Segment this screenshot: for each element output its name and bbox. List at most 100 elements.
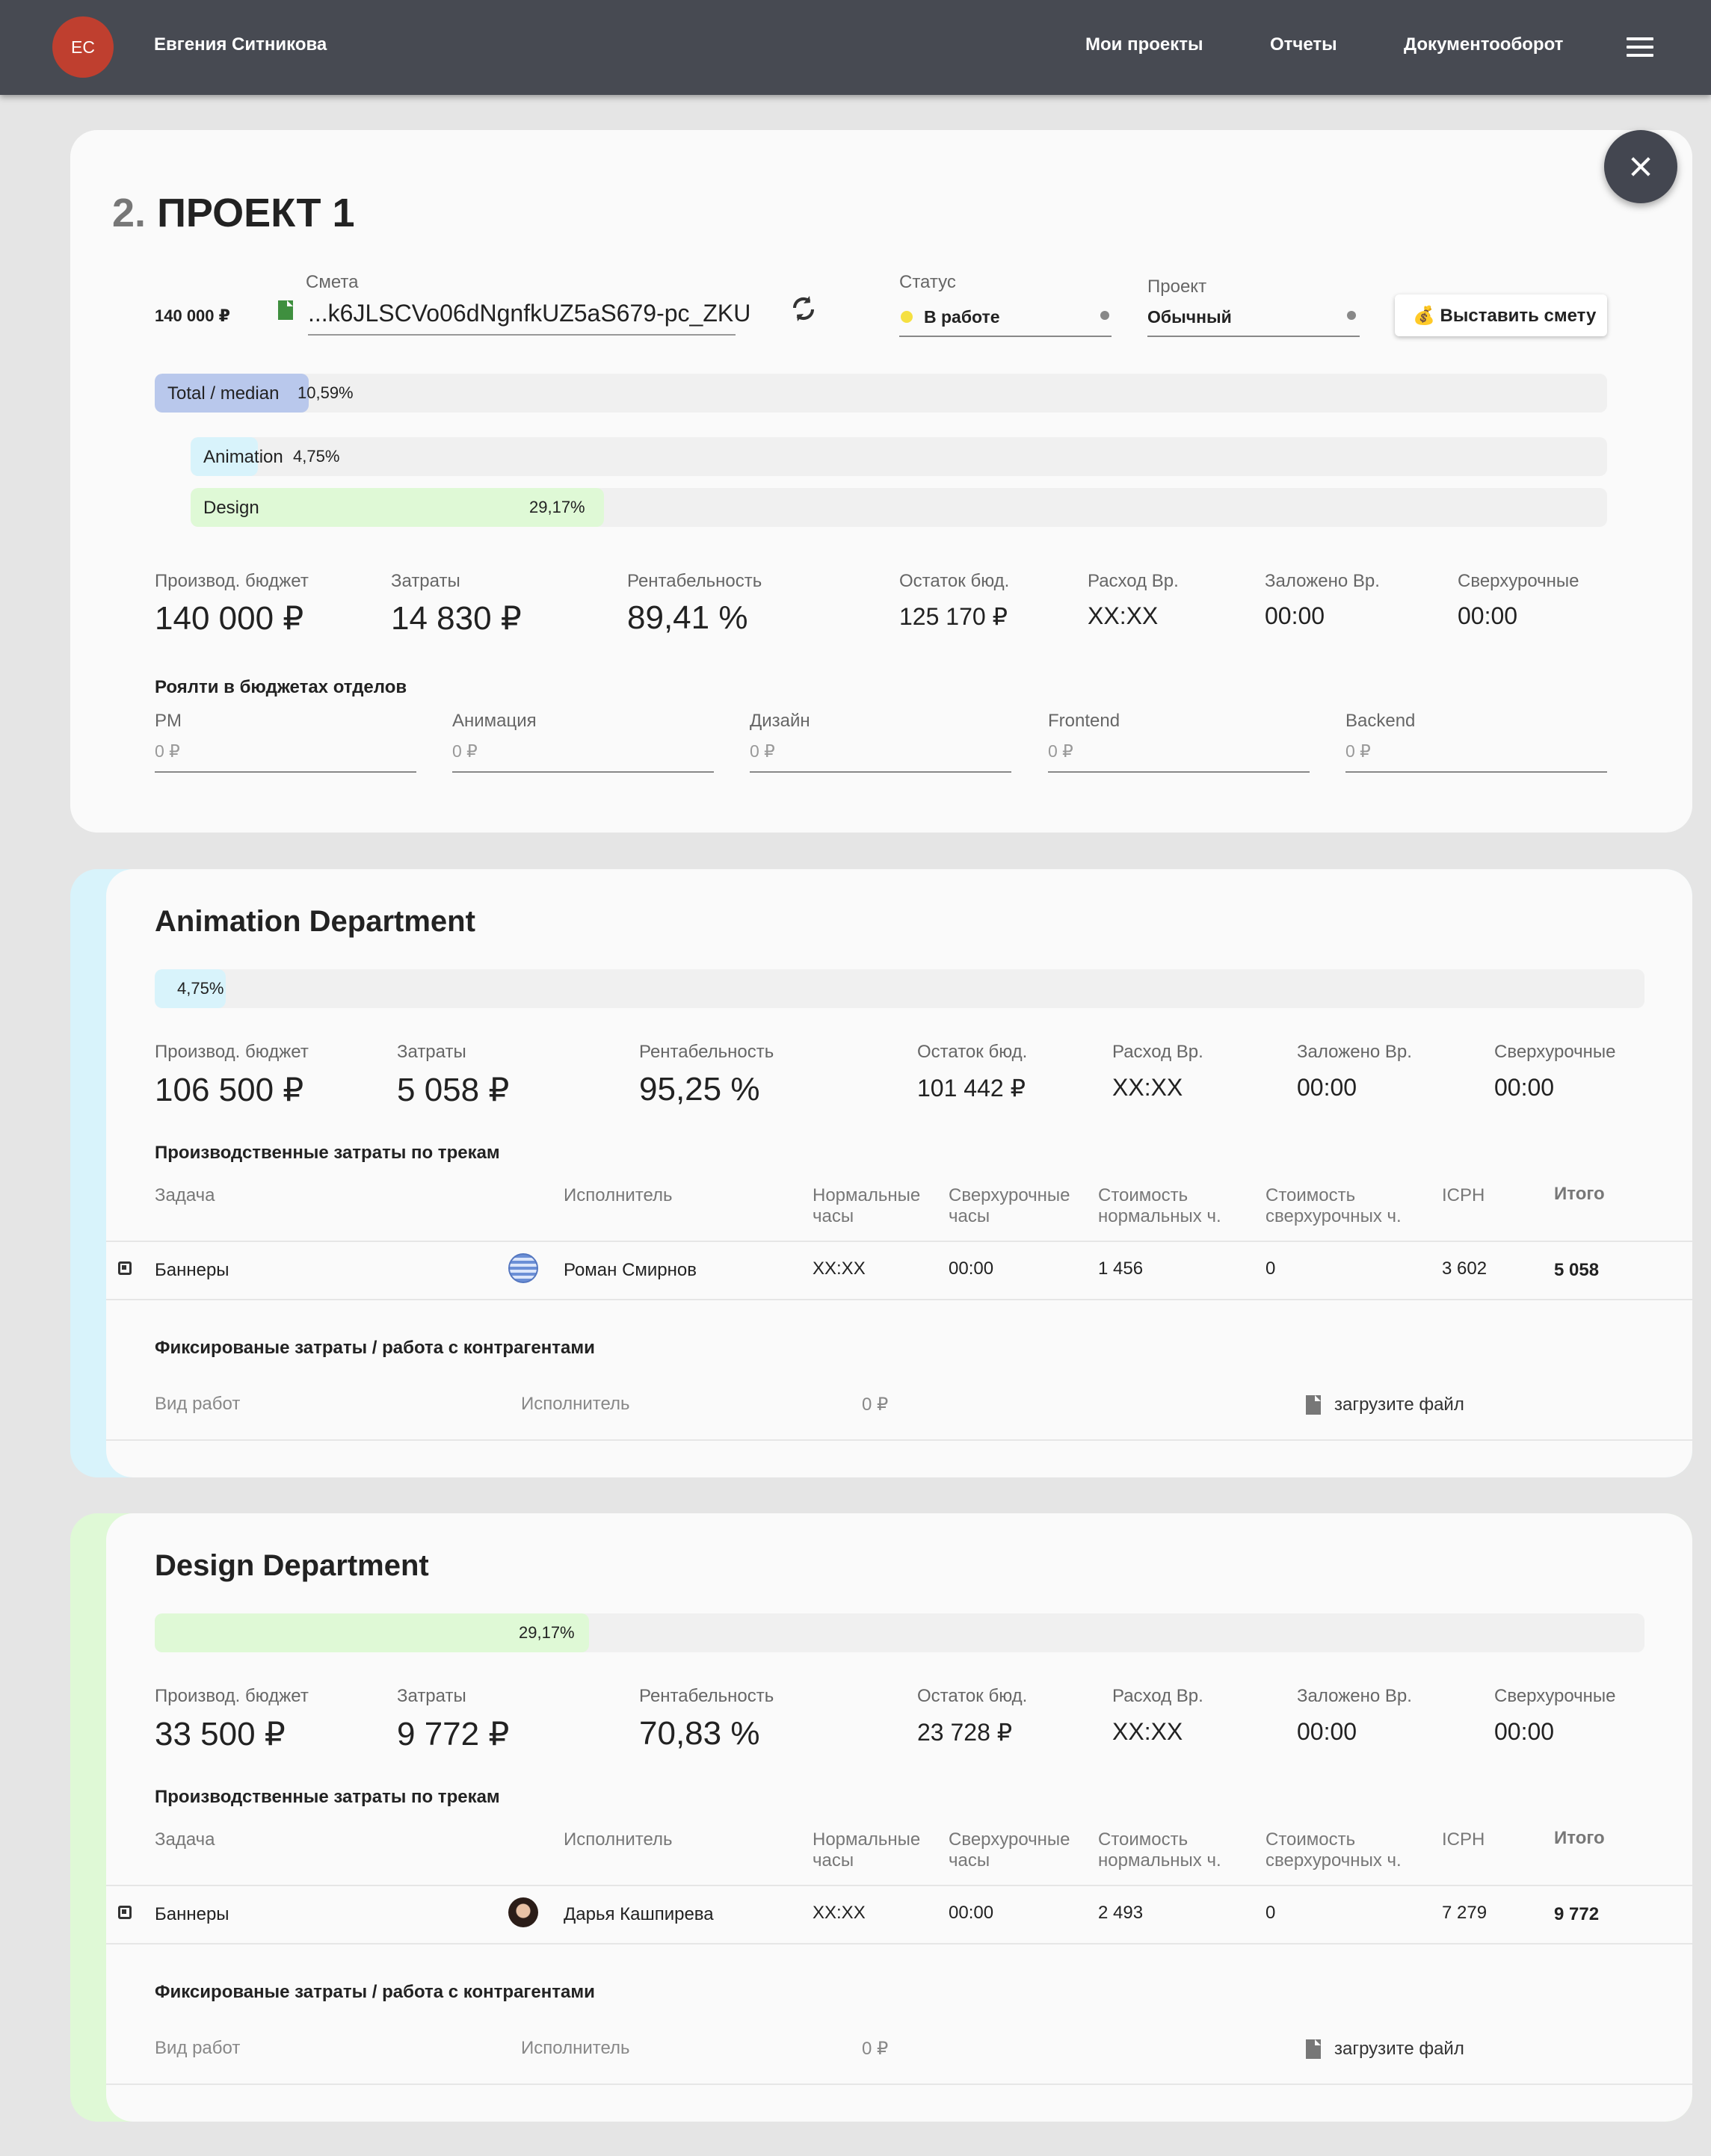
stat-value-profitability: 95,25 %: [639, 1071, 760, 1108]
stat-value-remaining: 125 170 ₽: [899, 603, 1008, 630]
row-total: 5 058: [1554, 1260, 1600, 1280]
total-progress-value: 10,59%: [298, 383, 354, 402]
header-normal-cost-line1: Стоимость: [1098, 1185, 1189, 1205]
fixed-work-type[interactable]: Вид работ: [155, 1394, 241, 1414]
stat-value-overtime: 00:00: [1494, 1718, 1555, 1745]
table-row-divider: [106, 1943, 1692, 1945]
fixed-performer[interactable]: Исполнитель: [521, 2038, 630, 2058]
stat-label-costs: Затраты: [397, 1042, 466, 1062]
stat-label-time-spent: Расход Вр.: [1112, 1042, 1203, 1062]
royalty-input-design[interactable]: 0 ₽: [750, 741, 775, 761]
header-icph: ICPH: [1442, 1185, 1485, 1205]
status-dropdown-icon[interactable]: [1100, 311, 1109, 320]
stat-label-time-planned: Заложено Вр.: [1297, 1686, 1412, 1706]
royalty-input-pm[interactable]: 0 ₽: [155, 741, 180, 761]
header-normal-hours: Нормальные часы: [813, 1185, 920, 1227]
department-progress-fill: [155, 969, 226, 1008]
header-normal-cost: Стоимость нормальных ч.: [1098, 1185, 1221, 1227]
upload-file-link[interactable]: загрузите файл: [1334, 1394, 1464, 1415]
stat-value-budget: 106 500 ₽: [155, 1072, 304, 1108]
design-department-card: Design Department 29,17% Производ. бюдже…: [70, 1513, 1692, 2122]
header-overtime-hours: Сверхурочные часы: [949, 1185, 1070, 1227]
refresh-icon[interactable]: [789, 291, 818, 326]
stat-label-remaining: Остаток бюд.: [899, 571, 1010, 591]
stat-label-time-planned: Заложено Вр.: [1297, 1042, 1412, 1062]
estimate-link[interactable]: ...k6JLSCVo06dNgnfkUZ5aS679-pc_ZKU: [308, 300, 751, 327]
user-name[interactable]: Евгения Ситникова: [154, 34, 327, 55]
royalty-input-animation[interactable]: 0 ₽: [452, 741, 478, 761]
project-type-value[interactable]: Обычный: [1147, 307, 1232, 327]
stat-value-profitability: 89,41 %: [627, 599, 748, 636]
royalty-input-frontend[interactable]: 0 ₽: [1048, 741, 1073, 761]
department-title: Design Department: [155, 1549, 429, 1582]
header-overtime-cost-line1: Стоимость: [1265, 1829, 1356, 1850]
project-card: 2. ПРОЕКТ 1 140 000 ₽ Смета ...k6JLSCVo0…: [70, 130, 1692, 833]
header-performer: Исполнитель: [564, 1829, 673, 1850]
row-overtime-cost: 0: [1265, 1903, 1276, 1923]
header-task: Задача: [155, 1829, 215, 1850]
stat-value-remaining: 101 442 ₽: [917, 1075, 1026, 1102]
row-performer[interactable]: Дарья Кашпирева: [564, 1904, 714, 1924]
stat-label-overtime: Сверхурочные: [1494, 1042, 1616, 1062]
header-normal-hours-line2: часы: [813, 1850, 854, 1871]
header-overtime-cost: Стоимость сверхурочных ч.: [1265, 1185, 1402, 1227]
avatar[interactable]: ЕС: [52, 16, 114, 78]
department-progress-bar: 29,17%: [155, 1613, 1644, 1652]
tracks-title: Производственные затраты по трекам: [155, 1143, 500, 1163]
expand-task-icon[interactable]: [118, 1906, 132, 1919]
design-progress-fill: [191, 488, 604, 527]
row-performer[interactable]: Роман Смирнов: [564, 1260, 697, 1280]
header-normal-hours-line1: Нормальные: [813, 1185, 921, 1205]
nav-reports[interactable]: Отчеты: [1270, 34, 1337, 55]
fixed-row-divider: [106, 2084, 1692, 2085]
header-icph: ICPH: [1442, 1829, 1485, 1850]
stat-label-time-spent: Расход Вр.: [1112, 1686, 1203, 1706]
stat-value-budget: 33 500 ₽: [155, 1716, 286, 1752]
row-total: 9 772: [1554, 1904, 1600, 1924]
header-normal-hours-line2: часы: [813, 1206, 854, 1226]
department-progress-fill: [155, 1613, 589, 1652]
animation-progress-value: 4,75%: [293, 447, 340, 466]
close-button[interactable]: [1604, 130, 1677, 203]
header-performer: Исполнитель: [564, 1185, 673, 1205]
project-type-dropdown-icon[interactable]: [1347, 311, 1356, 320]
nav-documents[interactable]: Документооборот: [1404, 34, 1564, 55]
stat-label-overtime: Сверхурочные: [1458, 571, 1579, 591]
row-task[interactable]: Баннеры: [155, 1260, 229, 1280]
row-task[interactable]: Баннеры: [155, 1904, 229, 1924]
royalty-underline-frontend: [1048, 771, 1310, 773]
design-progress-value: 29,17%: [529, 498, 585, 516]
fixed-row-divider: [106, 1439, 1692, 1441]
row-normal-cost: 1 456: [1098, 1258, 1144, 1279]
header-overtime-hours-line2: часы: [949, 1850, 990, 1871]
table-row-divider: [106, 1885, 1692, 1886]
row-normal-hours: XX:XX: [813, 1258, 866, 1279]
stat-value-time-planned: 00:00: [1297, 1074, 1357, 1101]
file-icon: [1306, 2039, 1321, 2059]
status-label: Статус: [899, 272, 956, 292]
hamburger-icon[interactable]: [1627, 37, 1653, 57]
project-number: 2.: [112, 191, 147, 235]
status-underline: [899, 336, 1112, 337]
status-value[interactable]: В работе: [924, 307, 1000, 327]
fixed-performer[interactable]: Исполнитель: [521, 1394, 630, 1414]
royalty-underline-design: [750, 771, 1011, 773]
fixed-amount[interactable]: 0 ₽: [862, 1394, 889, 1415]
project-type-underline: [1147, 336, 1360, 337]
tracks-title: Производственные затраты по трекам: [155, 1787, 500, 1807]
expand-task-icon[interactable]: [118, 1261, 132, 1275]
fixed-amount[interactable]: 0 ₽: [862, 2039, 889, 2059]
department-progress-value: 4,75%: [177, 979, 224, 998]
issue-estimate-button[interactable]: 💰 Выставить смету: [1395, 294, 1607, 336]
upload-file-link[interactable]: загрузите файл: [1334, 2039, 1464, 2059]
stat-label-overtime: Сверхурочные: [1494, 1686, 1616, 1706]
header-normal-cost-line2: нормальных ч.: [1098, 1850, 1221, 1871]
fixed-work-type[interactable]: Вид работ: [155, 2038, 241, 2058]
header-task: Задача: [155, 1185, 215, 1205]
stat-value-time-spent: XX:XX: [1112, 1718, 1183, 1745]
spreadsheet-file-icon: [278, 300, 293, 320]
performer-avatar: [508, 1253, 538, 1283]
row-icph: 3 602: [1442, 1258, 1488, 1279]
nav-my-projects[interactable]: Мои проекты: [1085, 34, 1203, 55]
royalty-input-backend[interactable]: 0 ₽: [1345, 741, 1371, 761]
